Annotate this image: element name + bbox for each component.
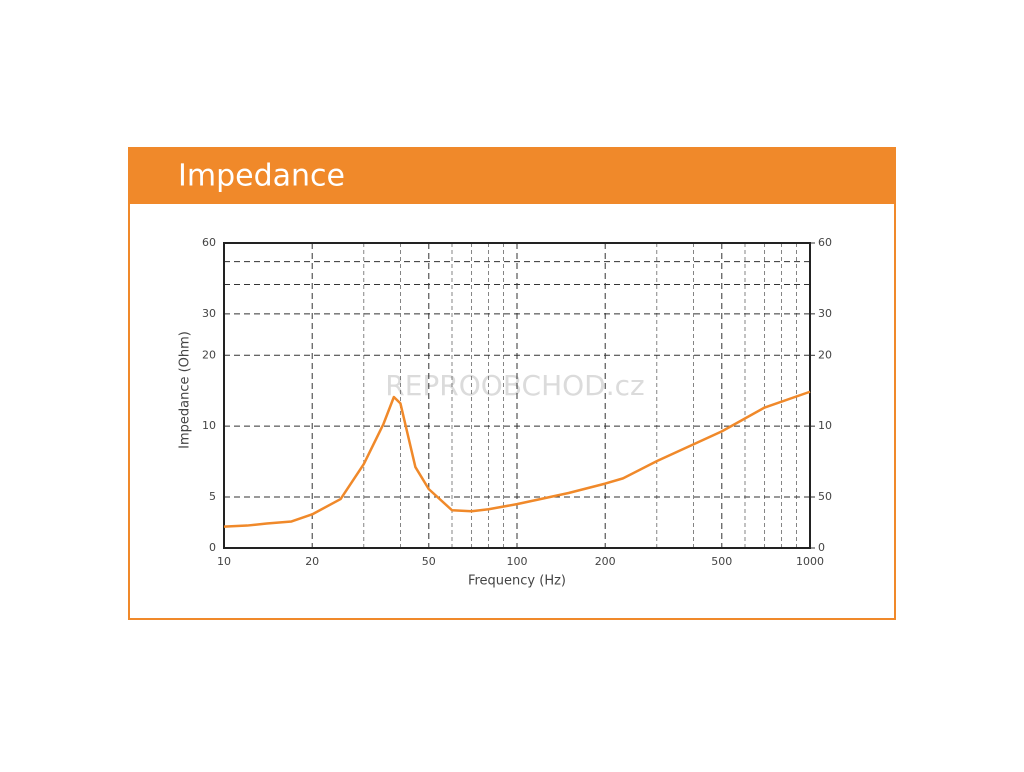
watermark: REPROOBCHOD.cz	[385, 369, 644, 402]
x-tick-label: 20	[305, 555, 319, 568]
y2-tick-label: 50	[818, 490, 832, 503]
y2-tick-label: 30	[818, 307, 832, 320]
y-tick-label: 60	[202, 236, 216, 249]
x-tick-label: 1000	[796, 555, 824, 568]
chart-title: Impedance	[178, 159, 345, 194]
impedance-line	[223, 390, 811, 528]
x-tick-label: 200	[595, 555, 616, 568]
x-tick-label: 100	[507, 555, 528, 568]
y-tick-label: 20	[202, 348, 216, 361]
y-tick-label: 5	[209, 490, 216, 503]
x-tick-label: 10	[217, 555, 231, 568]
y2-tick-label: 0	[818, 541, 825, 554]
y2-tick-label: 10	[818, 419, 832, 432]
y2-tick-label: 60	[818, 236, 832, 249]
y-tick-label: 10	[202, 419, 216, 432]
x-tick-label: 50	[422, 555, 436, 568]
y2-tick-label: 20	[818, 348, 832, 361]
frame	[128, 147, 896, 620]
header	[128, 148, 896, 204]
y-axis-label: Impedance (Ohm)	[178, 331, 193, 449]
plot-border	[223, 242, 811, 549]
y-tick-label: 0	[209, 541, 216, 554]
x-tick-label: 500	[711, 555, 732, 568]
y-tick-label: 30	[202, 307, 216, 320]
x-axis-label: Frequency (Hz)	[468, 574, 566, 589]
